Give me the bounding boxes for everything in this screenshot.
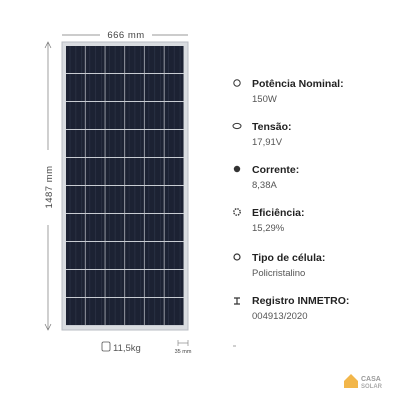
spec-value: 17,91V: [252, 137, 283, 148]
spec-label: Potência Nominal:: [252, 78, 344, 90]
logo-icon: [344, 374, 358, 388]
spec-icon: [233, 79, 241, 87]
logo-text: SOLAR: [361, 384, 383, 390]
spec-label: Tipo de célula:: [252, 252, 325, 264]
arrow: [44, 41, 52, 49]
spec-value: 004913/2020: [252, 311, 307, 322]
width-label: 666 mm: [107, 30, 144, 41]
spec-value: 150W: [252, 94, 277, 105]
spec-label: Corrente:: [252, 164, 299, 176]
spec-value: 15,29%: [252, 223, 285, 234]
spec-label: Eficiência:: [252, 207, 305, 219]
spec-icon: [233, 253, 241, 261]
spec-icon: [233, 165, 241, 173]
specs-list: Potência Nominal: 150W Tensão: 17,91V Co…: [232, 78, 349, 322]
spec-value: Policristalino: [252, 268, 305, 279]
spec-label: Registro INMETRO:: [252, 295, 349, 307]
spec-value: 8,38A: [252, 180, 277, 191]
weight-icon: [101, 341, 111, 352]
spec-icon: [234, 297, 240, 305]
spec-icon: [232, 122, 242, 130]
logo-text: CASA: [361, 376, 381, 383]
spec-icon: [233, 208, 241, 216]
logo: CASA SOLAR: [344, 374, 383, 390]
arrow: [44, 323, 52, 331]
thickness-label: 35 mm: [175, 349, 192, 355]
height-label: 1487 mm: [44, 165, 55, 208]
spec-label: Tensão:: [252, 121, 291, 133]
weight-label: 11,5kg: [113, 343, 141, 354]
panel-cells: [66, 46, 184, 326]
